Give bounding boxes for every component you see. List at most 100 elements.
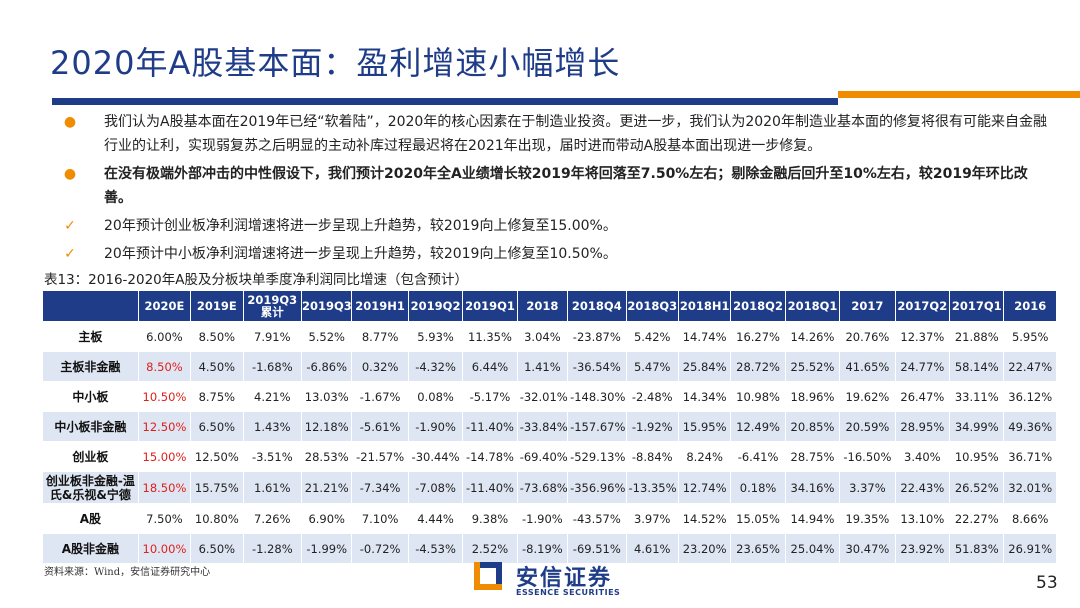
table-cell: 7.26% [242,503,303,534]
table-cell: 8.24% [677,441,732,472]
table-cell: 23.65% [730,533,786,564]
table-cell: -21.57% [351,441,409,472]
table-header-row: 2020E 2019E 2019Q3累计 2019Q3 2019H1 2019Q2 2019… [42,290,1057,322]
logo-name-cn: 安信证券 [516,566,613,591]
row-label: 主板非金融 [42,351,139,382]
table-cell: 15.95% [677,411,732,442]
check-icon: ✓ [64,218,76,234]
table-cell: 25.52% [784,351,841,382]
table-cell: 6.00% [137,321,192,352]
bullet-list: ● 我们认为A股基本面在2019年已经“软着陆”，2020年的核心因素在于制造业… [60,110,1050,266]
column-header: 2019Q3 [301,290,353,322]
table-cell: -1.99% [301,533,353,564]
table-cell: 15.05% [730,503,786,534]
table-cell: -11.40% [462,471,518,504]
table-cell: 10.95% [949,441,1005,472]
table-cell: 25.84% [677,351,732,382]
column-header: 2018Q1 [784,290,841,322]
table-cell: -1.68% [242,351,303,382]
table-cell: 14.74% [677,321,732,352]
table-cell: 19.35% [839,503,896,534]
table-cell: 33.11% [949,381,1005,412]
table-cell: -8.19% [516,533,569,564]
bullet-text: 20年预计创业板净利润增速将进一步呈现上升趋势，较2019向上修复至15.00%… [104,218,617,234]
table-cell: 0.08% [407,381,464,412]
column-header: 2019H1 [351,290,409,322]
table-cell: -73.68% [516,471,569,504]
table-cell: 8.66% [1003,503,1057,534]
table-cell: -43.57% [567,503,627,534]
table-cell: -5.61% [351,411,409,442]
table-cell: 1.43% [242,411,303,442]
table-cell: -1.28% [242,533,303,564]
row-label: 创业板非金融-温氏&乐视&宁德 [42,471,139,504]
bullet-item: ● 在没有极端外部冲击的中性假设下，我们预计2020年全A业绩增长较2019年将… [60,162,1050,210]
table-cell: 5.95% [1003,321,1057,352]
table-cell: -16.50% [839,441,896,472]
table-cell: 18.50% [137,471,192,504]
table-cell: 10.98% [730,381,786,412]
table-cell: 6.50% [190,533,244,564]
column-header: 2017Q1 [949,290,1005,322]
table-cell: 21.21% [301,471,353,504]
row-label: A股 [42,503,139,534]
table-cell: 4.21% [242,381,303,412]
table-row: 创业板 15.00% 12.50% -3.51% 28.53% -21.57% -30.44… [42,441,1057,472]
table-cell: 7.50% [137,503,192,534]
row-label: A股非金融 [42,533,139,564]
table-cell: 22.47% [1003,351,1057,382]
table-cell: -7.08% [407,471,464,504]
table-cell: -0.72% [351,533,409,564]
bullet-dot-icon: ● [63,114,77,130]
column-header: 2018Q3 [625,290,679,322]
table-cell: 30.47% [839,533,896,564]
table-cell: 0.18% [730,471,786,504]
table-cell: 5.52% [301,321,353,352]
bullet-text: 20年预计中小板净利润增速将进一步呈现上升趋势，较2019向上修复至10.50%… [104,246,617,262]
check-icon: ✓ [64,246,76,262]
table-cell: 34.99% [949,411,1005,442]
table-body: 主板 6.00% 8.50% 7.91% 5.52% 8.77% 5.93% 11.35% 3.… [42,321,1057,564]
table-cell: 13.03% [301,381,353,412]
table-row: 创业板非金融-温氏&乐视&宁德 18.50% 15.75% 1.61% 21.21% -7… [42,471,1057,504]
row-label: 创业板 [42,441,139,472]
table-cell: 6.44% [462,351,518,382]
table-cell: -7.34% [351,471,409,504]
table-cell: -4.53% [407,533,464,564]
row-label: 主板 [42,321,139,352]
table-cell: -14.78% [462,441,518,472]
column-header: 2019Q2 [407,290,464,322]
table-cell: 10.00% [137,533,192,564]
column-header: 2019Q3累计 [242,290,303,322]
title-rule-blue [52,98,838,105]
bullet-item: ● 我们认为A股基本面在2019年已经“软着陆”，2020年的核心因素在于制造业… [60,110,1050,158]
table-cell: 10.50% [137,381,192,412]
table-cell: 4.44% [407,503,464,534]
table-cell: 8.77% [351,321,409,352]
table-cell: -11.40% [462,411,518,442]
table-row: 主板 6.00% 8.50% 7.91% 5.52% 8.77% 5.93% 11.35% 3.… [42,321,1057,352]
table-cell: 12.50% [137,411,192,442]
table-cell: 23.92% [894,533,951,564]
table-cell: 12.37% [894,321,951,352]
table-cell: 9.38% [462,503,518,534]
table-cell: 20.76% [839,321,896,352]
table-cell: 58.14% [949,351,1005,382]
table-cell: -1.92% [625,411,679,442]
table-cell: 32.01% [1003,471,1057,504]
row-label: 中小板 [42,381,139,412]
table-cell: -529.13% [567,441,627,472]
column-header: 2019E [190,290,244,322]
table-cell: 14.94% [784,503,841,534]
column-header: 2018Q2 [730,290,786,322]
table-cell: 24.77% [894,351,951,382]
column-header: 2019Q1 [462,290,518,322]
table-cell: 21.88% [949,321,1005,352]
table-cell: -30.44% [407,441,464,472]
table-cell: 12.74% [677,471,732,504]
row-label: 中小板非金融 [42,411,139,442]
bullet-item: ✓ 20年预计中小板净利润增速将进一步呈现上升趋势，较2019向上修复至10.5… [60,242,1050,266]
title-rule-orange [838,91,1080,98]
table-cell: 41.65% [839,351,896,382]
table-cell: 3.04% [516,321,569,352]
